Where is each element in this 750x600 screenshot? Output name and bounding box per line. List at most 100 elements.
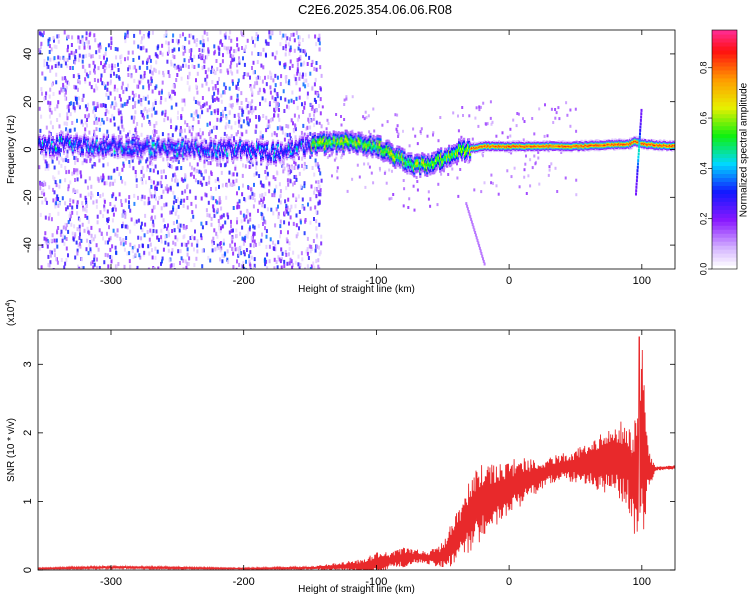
- noise-cell: [41, 244, 44, 248]
- noise-cell: [301, 102, 303, 107]
- noise-cell: [228, 35, 231, 40]
- noise-cell: [396, 130, 399, 134]
- noise-cell: [301, 163, 303, 168]
- noise-cell: [40, 41, 43, 46]
- noise-cell: [214, 71, 217, 75]
- noise-cell: [277, 211, 280, 216]
- noise-cell: [188, 85, 191, 90]
- noise-cell: [180, 242, 183, 247]
- ridge-cell: [91, 140, 94, 143]
- ridge-cell: [182, 159, 185, 162]
- ridge-cell: [195, 139, 198, 142]
- ridge-cell: [182, 157, 185, 160]
- ridge-cell: [84, 138, 87, 141]
- noise-cell: [122, 242, 125, 247]
- noise-cell: [220, 246, 223, 251]
- noise-cell: [100, 61, 102, 66]
- noise-cell: [168, 233, 171, 238]
- ridge-cell: [168, 152, 171, 155]
- noise-cell: [274, 83, 277, 88]
- noise-cell: [113, 122, 116, 127]
- noise-cell: [167, 133, 170, 138]
- noise-cell: [320, 124, 323, 129]
- noise-cell: [470, 217, 473, 221]
- noise-cell: [177, 224, 180, 229]
- noise-cell: [110, 104, 113, 109]
- ridge-cell: [79, 139, 82, 142]
- noise-cell: [287, 252, 290, 257]
- ridge-cell: [282, 159, 285, 162]
- noise-cell: [110, 45, 112, 50]
- noise-cell: [66, 105, 68, 110]
- ridge-cell: [43, 148, 46, 151]
- noise-cell: [63, 57, 66, 62]
- noise-cell: [85, 208, 88, 213]
- noise-cell: [268, 189, 271, 194]
- noise-cell: [408, 197, 411, 201]
- noise-cell: [113, 178, 116, 183]
- noise-cell: [153, 267, 156, 269]
- noise-cell: [506, 135, 509, 139]
- noise-cell: [120, 176, 122, 181]
- ridge-cell: [193, 153, 196, 156]
- noise-cell: [180, 76, 183, 81]
- noise-cell: [257, 75, 260, 80]
- ridge-cell: [112, 137, 115, 140]
- noise-cell: [92, 265, 95, 269]
- noise-cell: [57, 211, 60, 216]
- noise-cell: [210, 69, 213, 74]
- ridge-cell: [154, 156, 157, 159]
- noise-cell: [265, 162, 268, 167]
- noise-cell: [185, 225, 188, 229]
- noise-cell: [138, 65, 141, 70]
- noise-cell: [80, 174, 83, 179]
- noise-cell: [232, 172, 235, 177]
- noise-cell: [365, 115, 368, 119]
- ridge-cell: [190, 150, 193, 153]
- noise-cell: [76, 158, 79, 163]
- noise-cell: [186, 247, 189, 252]
- noise-cell: [269, 35, 272, 40]
- noise-cell: [209, 258, 212, 263]
- noise-cell: [178, 47, 180, 52]
- noise-cell: [467, 160, 470, 164]
- noise-cell: [200, 172, 203, 177]
- noise-cell: [156, 249, 159, 254]
- ridge-cell: [223, 139, 226, 142]
- noise-cell: [233, 182, 236, 187]
- noise-cell: [141, 113, 144, 118]
- noise-cell: [47, 254, 50, 259]
- noise-cell: [113, 87, 116, 92]
- noise-cell: [99, 42, 102, 47]
- noise-cell: [293, 166, 296, 170]
- noise-cell: [190, 242, 193, 247]
- noise-cell: [525, 192, 528, 195]
- noise-cell: [251, 66, 253, 70]
- noise-cell: [174, 242, 177, 247]
- ridge-cell: [207, 142, 210, 145]
- noise-cell: [84, 214, 87, 218]
- ridge-cell: [210, 144, 213, 147]
- noise-cell: [200, 170, 202, 175]
- noise-cell: [506, 169, 509, 173]
- noise-cell: [104, 252, 107, 257]
- noise-cell: [321, 105, 324, 109]
- noise-cell: [102, 192, 104, 197]
- noise-cell: [370, 171, 373, 175]
- noise-cell: [292, 32, 295, 37]
- noise-cell: [219, 30, 222, 35]
- noise-cell: [120, 203, 123, 207]
- ridge-cell: [201, 141, 204, 144]
- noise-cell: [307, 202, 309, 207]
- noise-cell: [363, 162, 366, 166]
- noise-cell: [109, 202, 112, 206]
- ridge-cell: [179, 154, 182, 157]
- noise-cell: [270, 207, 273, 212]
- ridge-cell: [327, 149, 330, 153]
- noise-cell: [140, 40, 143, 45]
- noise-cell: [289, 257, 292, 262]
- noise-cell: [276, 265, 279, 269]
- ridge-cell: [47, 149, 50, 152]
- noise-cell: [162, 189, 165, 194]
- noise-cell: [108, 182, 111, 187]
